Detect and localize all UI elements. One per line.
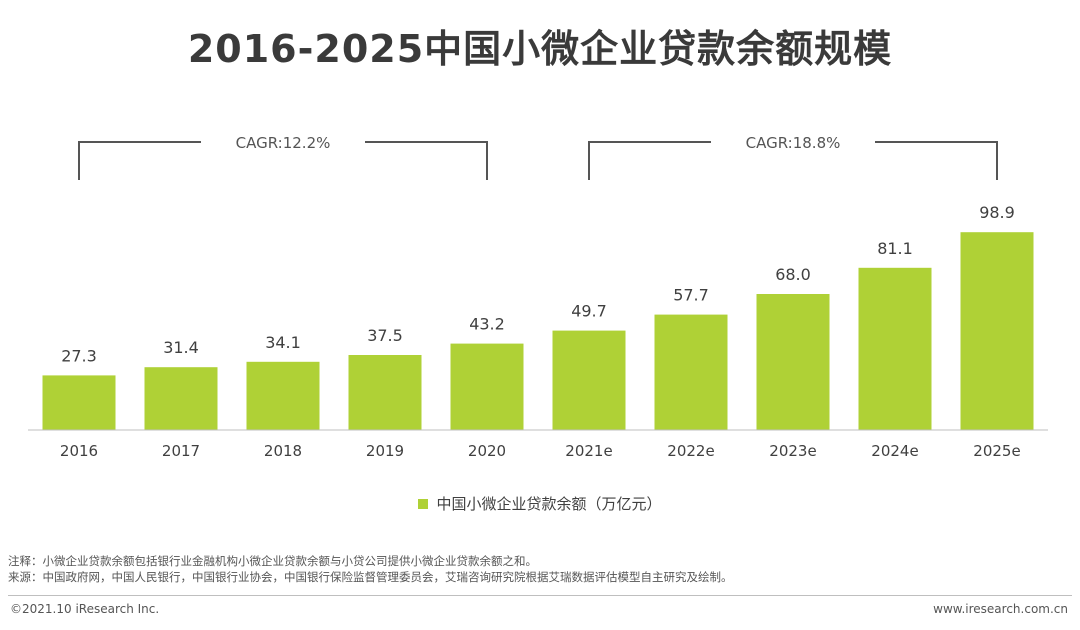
bar-value-label: 57.7 — [673, 286, 709, 305]
bar-value-label: 31.4 — [163, 338, 199, 357]
bar-value-label: 34.1 — [265, 333, 301, 352]
x-tick-label: 2024e — [871, 442, 918, 460]
website-link: www.iresearch.com.cn — [933, 602, 1068, 616]
source-text: 来源：中国政府网，中国人民银行，中国银行业协会，中国银行保险监督管理委员会，艾瑞… — [8, 570, 733, 584]
bar-value-label: 81.1 — [877, 239, 913, 258]
cagr-bracket-right — [875, 141, 998, 180]
bar-value-label: 98.9 — [979, 203, 1015, 222]
bar — [144, 367, 218, 430]
legend-swatch — [418, 498, 429, 509]
x-tick-label: 2017 — [162, 442, 200, 460]
bar-value-label: 27.3 — [61, 346, 97, 365]
bar — [246, 361, 320, 430]
x-tick-label: 2016 — [60, 442, 98, 460]
footer-divider — [8, 595, 1072, 596]
x-tick-label: 2020 — [468, 442, 506, 460]
cagr-bracket-left — [78, 141, 201, 180]
notes: 注释：小微企业贷款余额包括银行业金融机构小微企业贷款余额与小贷公司提供小微企业贷… — [8, 553, 733, 585]
x-tick-label: 2025e — [973, 442, 1020, 460]
x-tick-label: 2018 — [264, 442, 302, 460]
bar — [348, 355, 422, 430]
bar — [42, 375, 116, 430]
bar-value-label: 49.7 — [571, 302, 607, 321]
bar — [756, 294, 830, 430]
bar-value-label: 37.5 — [367, 326, 403, 345]
bar — [654, 314, 728, 430]
cagr-label: CAGR:12.2% — [236, 134, 331, 152]
x-tick-label: 2022e — [667, 442, 714, 460]
legend-label: 中国小微企业贷款余额（万亿元） — [436, 495, 662, 513]
x-tick-label: 2019 — [366, 442, 404, 460]
bar — [858, 267, 932, 430]
bar-value-label: 43.2 — [469, 315, 505, 334]
copyright: ©2021.10 iResearch Inc. — [10, 602, 160, 616]
legend: 中国小微企业贷款余额（万亿元） — [0, 493, 1080, 514]
x-tick-label: 2023e — [769, 442, 816, 460]
bar — [450, 343, 524, 430]
note-text: 注释：小微企业贷款余额包括银行业金融机构小微企业贷款余额与小贷公司提供小微企业贷… — [8, 554, 537, 568]
cagr-bracket-right — [365, 141, 488, 180]
chart-title: 2016-2025中国小微企业贷款余额规模 — [187, 27, 893, 71]
cagr-label: CAGR:18.8% — [746, 134, 841, 152]
cagr-bracket-left — [588, 141, 711, 180]
x-tick-label: 2021e — [565, 442, 612, 460]
bar — [960, 232, 1034, 430]
bar-value-label: 68.0 — [775, 265, 811, 284]
bar — [552, 330, 626, 430]
